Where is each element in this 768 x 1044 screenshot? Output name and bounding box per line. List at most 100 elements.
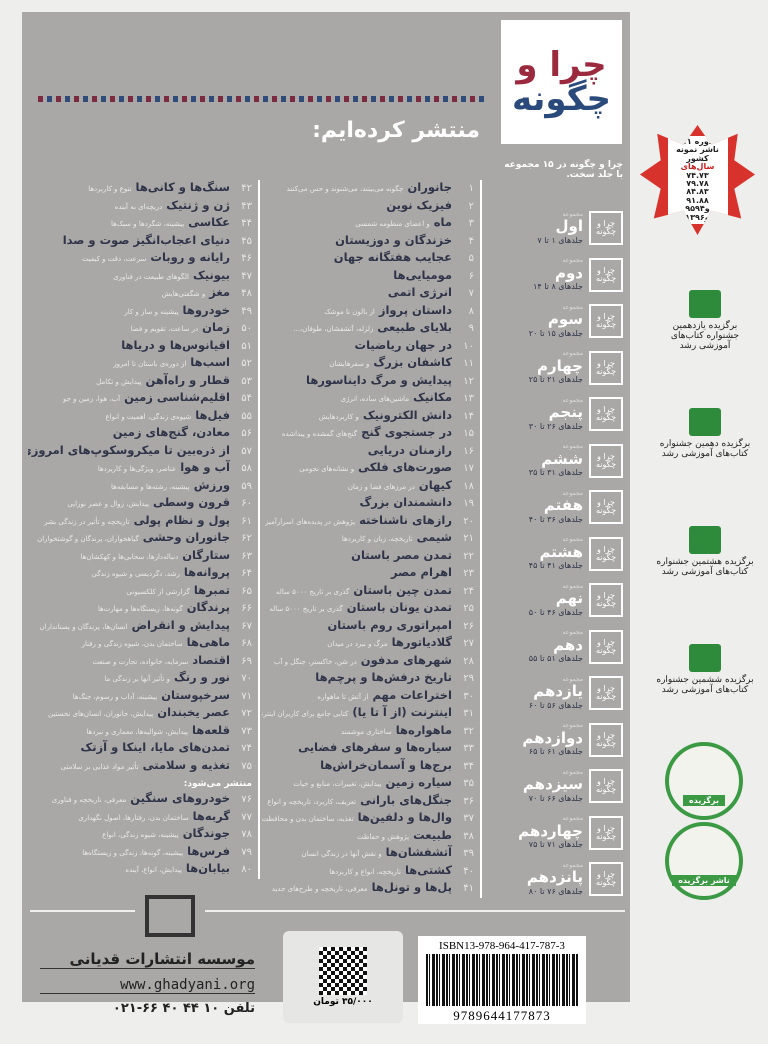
- series-range: جلدهای ۷۶ تا ۸۰: [528, 886, 583, 896]
- book-number: ۷۸: [241, 829, 252, 840]
- logo-text: چرا و: [597, 591, 615, 601]
- award-year: ۹۱.۸۸: [686, 195, 709, 205]
- seal-label: برگزیده: [683, 795, 725, 806]
- book-number: ۶۶: [241, 603, 252, 614]
- series-name: دهم: [553, 635, 583, 654]
- series-name: اول: [555, 217, 583, 236]
- book-item: ۶۴ پروانه‌ها رشد، دگردیسی و شیوه زندگی: [28, 565, 252, 583]
- book-subtitle: پیدایش، انواع، آینده: [125, 866, 182, 874]
- book-title: مغز: [209, 285, 230, 299]
- book-title: اقلیم‌شناسی زمین: [124, 390, 230, 404]
- book-item: ۲۵ تمدن یونان باستان گذری بر تاریخ ۵۰۰۰ سا…: [262, 600, 474, 618]
- book-title: اقیانوس‌ها و دریاها: [121, 337, 230, 352]
- series-logo-icon: چرا و چگونه: [589, 443, 623, 478]
- book-title: بیابان‌ها: [185, 861, 230, 875]
- series-item: چرا و چگونه مجموعه سوم جلدهای ۱۵ تا ۲۰: [495, 298, 623, 345]
- book-subtitle: پیشینه، رشته‌ها و مسابقه‌ها: [111, 482, 190, 491]
- dotted-divider: [38, 96, 488, 102]
- book-number: ۳۷: [463, 813, 474, 824]
- book-item: ۷۸ جوندگان پیشینه، شیوه زندگی، انواع: [28, 826, 252, 844]
- book-subtitle: تنوع و کاربردها: [88, 185, 132, 193]
- book-subtitle: و نشانه‌های نجومی: [299, 465, 355, 473]
- book-number: ۱۵: [463, 428, 474, 439]
- logo-text: چگونه: [596, 599, 617, 609]
- book-subtitle: در شن، خاکستر، جنگل و آب: [273, 657, 357, 666]
- series-name: نهم: [555, 589, 583, 608]
- book-subtitle: پیدایش، شوالیه‌ها، معماری و نبردها: [86, 727, 189, 736]
- book-item: ۵۳ قطار و راه‌آهن پیدایش و تکامل: [28, 373, 252, 391]
- series-label: مجموعه: [562, 396, 583, 404]
- book-item: ۶۷ پیدایش و انقراض انسان‌ها، پرندگان و پست…: [28, 618, 253, 636]
- book-subtitle: گذری بر تاریخ ۵۰۰۰ ساله: [269, 605, 343, 613]
- series-item: چرا و چگونه مجموعه چهارم جلدهای ۲۱ تا ۲۵: [495, 345, 623, 392]
- book-item: ۷۰ نور و رنگ و تأثیر آنها بر زندگی ما: [28, 670, 252, 688]
- book-title: تمدن یونان باستان: [346, 600, 452, 614]
- series-range: جلدهای ۵۶ تا ۶۰: [528, 700, 583, 710]
- book-title: انرژی اتمی: [387, 285, 452, 299]
- book-subtitle: سرمایه، خانواده، تجارت و صنعت: [92, 657, 189, 666]
- book-subtitle: الگوهای طبیعت در فناوری: [113, 272, 189, 281]
- award-line: سال‌های: [680, 162, 715, 172]
- award-year: ۷۹.۷۸: [686, 179, 709, 188]
- book-number: ۷۰: [241, 673, 252, 684]
- book-title: قرون وسطی: [153, 495, 230, 509]
- book-item: ۲۷ گلادیاتورها مرگ و نبرد در میدان: [262, 635, 474, 653]
- book-item: ۳۲ ماهواره‌ها ساختاری موشمند: [262, 723, 474, 741]
- book-title: طبیعت: [413, 827, 452, 842]
- book-number: ۸: [468, 305, 474, 317]
- book-item: ۴۲ سنگ‌ها و کانی‌ها تنوع و کاربردها: [28, 180, 252, 198]
- book-item: ۵۶ معادن، گنج‌های زمین: [28, 425, 252, 443]
- logo-text: چگونه: [596, 552, 617, 562]
- book-title: از ذره‌بین تا میکروسکوپ‌های امروزی: [28, 442, 230, 457]
- book-title: رازهای ناشناخته: [359, 512, 452, 527]
- book-item: ۱۰ در جهان ریاضیات: [262, 338, 474, 356]
- book-item: ۴۳ ژن و ژنتیک دریچه‌ای به آینده: [28, 198, 252, 216]
- series-logo-icon: چرا و چگونه: [589, 862, 623, 897]
- book-item: ۲۶ امپراتوری روم باستان: [262, 618, 474, 636]
- series-name: سوم: [547, 310, 583, 329]
- book-item: ۵۲ اسب‌ها از دوره‌ی باستان تا امروز: [28, 355, 252, 373]
- logo-text: چرا و: [597, 823, 615, 833]
- book-number: ۴۶: [241, 253, 252, 264]
- book-item: ۴ خزندگان و دوزیستان: [262, 233, 474, 251]
- book-subtitle: پژوهش در پدیده‌های اسرارآمیز: [265, 517, 356, 526]
- book-item: ۶۳ ستارگان دنباله‌دارها، سحابی‌ها و کهکشان…: [28, 548, 252, 566]
- series-label: مجموعه: [562, 350, 583, 358]
- qr-code-icon: [319, 947, 367, 995]
- back-cover-panel: [22, 12, 630, 1002]
- book-number: ۴۷: [241, 270, 252, 282]
- book-number: ۷۱: [241, 690, 252, 702]
- book-number: ۱۱: [463, 358, 474, 369]
- book-number: ۷۲: [241, 708, 252, 719]
- book-number: ۵۱: [241, 340, 252, 352]
- book-item: ۱۲ پیدایش و مرگ دایناسورها: [262, 373, 474, 391]
- book-subtitle: و اعضای منظومه شمسی: [355, 220, 430, 228]
- book-title: ماه: [433, 215, 452, 229]
- book-subtitle: چگونه می‌بینند، می‌شنوند و حس می‌کنند: [286, 185, 404, 193]
- series-item: چرا و چگونه مجموعه پانزدهم جلدهای ۷۶ تا ۸۰: [495, 856, 623, 903]
- book-subtitle: و تأثیر آنها بر زندگی ما: [104, 675, 170, 683]
- book-item: ۲۸ شهرهای مدفون در شن، خاکستر، جنگل و آب: [262, 653, 474, 671]
- book-number: ۹: [468, 323, 474, 334]
- publisher-website[interactable]: www.ghadyani.org: [40, 977, 255, 994]
- book-number: ۴۴: [241, 218, 252, 229]
- book-number: ۱۳: [463, 393, 474, 404]
- book-list-42-80: ۴۲ سنگ‌ها و کانی‌ها تنوع و کاربردها ۴۳ ژن و …: [28, 180, 260, 879]
- book-title: ماهواره‌ها: [395, 722, 452, 737]
- book-number: ۵۰: [241, 323, 252, 334]
- book-title: نور و رنگ: [173, 670, 230, 684]
- series-name: ششم: [541, 449, 583, 468]
- book-number: ۱۸: [463, 480, 474, 492]
- isbn-label: ISBN13-978-964-417-787-3: [439, 940, 565, 952]
- book-title: داستان پرواز: [378, 302, 452, 317]
- book-item: ۱۱ کاشفان بزرگ و سفرهایشان: [262, 355, 474, 373]
- book-subtitle: تاریخچه، انواع و کاربردها: [329, 867, 401, 876]
- series-name: چهاردهم: [518, 821, 583, 840]
- series-name: هفتم: [543, 496, 583, 515]
- book-item: ۷ انرژی اتمی: [262, 285, 474, 303]
- award-year: ۹۵و۹۴: [685, 204, 710, 214]
- series-item: چرا و چگونه مجموعه یازدهم جلدهای ۵۶ تا ۶۰: [495, 670, 623, 717]
- book-item: ۶۸ ماهی‌ها ساختمان بدن، شیوه زندگی و رفتار: [28, 635, 252, 653]
- qr-price-label: ۳۵/۰۰۰ تومان: [283, 931, 403, 1023]
- book-item: ۳۹ آتشفشان‌ها و نقش آنها در زندگی انسان: [262, 845, 474, 863]
